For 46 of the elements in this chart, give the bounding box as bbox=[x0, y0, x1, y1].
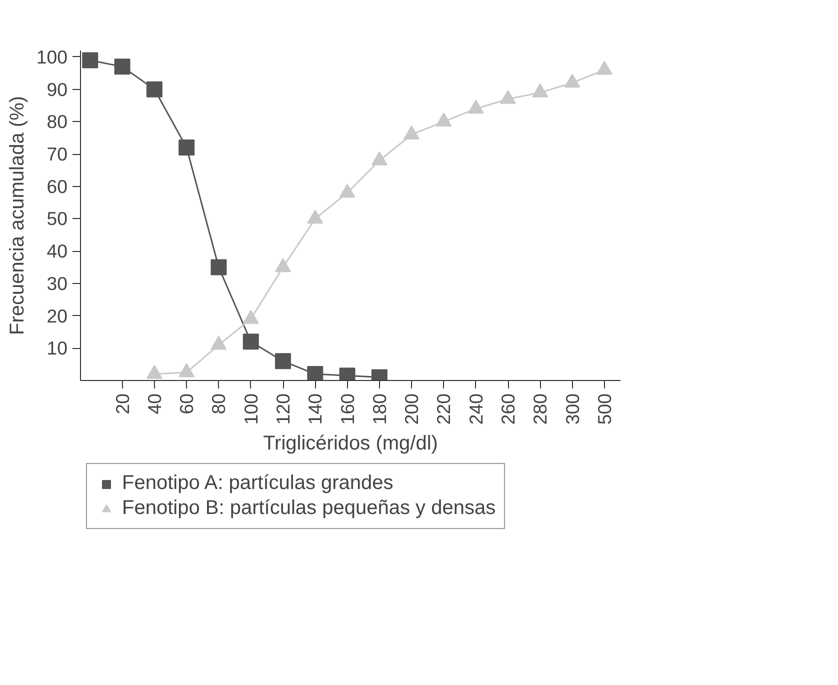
point bbox=[339, 184, 356, 198]
point bbox=[307, 210, 324, 224]
x-tick-label: 220 bbox=[433, 393, 454, 425]
y-tick-label: 50 bbox=[46, 208, 68, 230]
x-tick-label: 160 bbox=[336, 393, 358, 425]
y-tick-label: 10 bbox=[46, 338, 68, 359]
y-tick-label: 20 bbox=[46, 305, 68, 326]
x-tick-label: 80 bbox=[208, 393, 230, 414]
y-axis-title: Frecuencia acumulada (%) bbox=[6, 96, 28, 335]
x-tick-label: 240 bbox=[465, 393, 486, 425]
point bbox=[564, 74, 580, 88]
point bbox=[404, 125, 420, 140]
x-tick-label: 100 bbox=[240, 393, 262, 425]
x-tick-label: 140 bbox=[304, 393, 326, 425]
y-tick-label: 90 bbox=[46, 78, 68, 100]
y-tick-label: 100 bbox=[36, 46, 68, 68]
point bbox=[242, 310, 259, 324]
legend-label: Fenotipo A: partículas grandes bbox=[122, 472, 394, 495]
x-axis-title: Triglicéridos (mg/dl) bbox=[263, 432, 438, 455]
point bbox=[275, 258, 291, 272]
x-tick-label: 280 bbox=[530, 393, 551, 425]
point bbox=[178, 363, 195, 378]
x-tick-label: 180 bbox=[368, 393, 390, 425]
y-tick-label: 60 bbox=[46, 176, 68, 197]
y-tick-label: 30 bbox=[46, 272, 68, 294]
point bbox=[468, 100, 484, 114]
point bbox=[436, 112, 452, 127]
x-tick-label: 300 bbox=[562, 393, 583, 425]
x-tick-label: 260 bbox=[498, 393, 518, 425]
y-tick-label: 80 bbox=[46, 111, 68, 132]
x-tick-label: 60 bbox=[176, 393, 198, 414]
point bbox=[596, 60, 612, 75]
legend-label: Fenotipo B: partículas pequeñas y densas bbox=[122, 497, 496, 520]
x-tick-label: 20 bbox=[112, 393, 133, 414]
x-tick-label: 200 bbox=[401, 393, 422, 425]
point bbox=[210, 336, 227, 350]
x-tick-label: 40 bbox=[144, 393, 165, 414]
x-tick-label: 500 bbox=[594, 393, 615, 425]
x-tick-label: 120 bbox=[272, 393, 294, 425]
y-tick-label: 70 bbox=[46, 144, 68, 165]
point bbox=[500, 90, 516, 104]
y-tick-label: 40 bbox=[46, 240, 68, 262]
point bbox=[146, 364, 162, 379]
point bbox=[371, 151, 388, 166]
point bbox=[532, 83, 548, 98]
point bbox=[307, 366, 324, 380]
